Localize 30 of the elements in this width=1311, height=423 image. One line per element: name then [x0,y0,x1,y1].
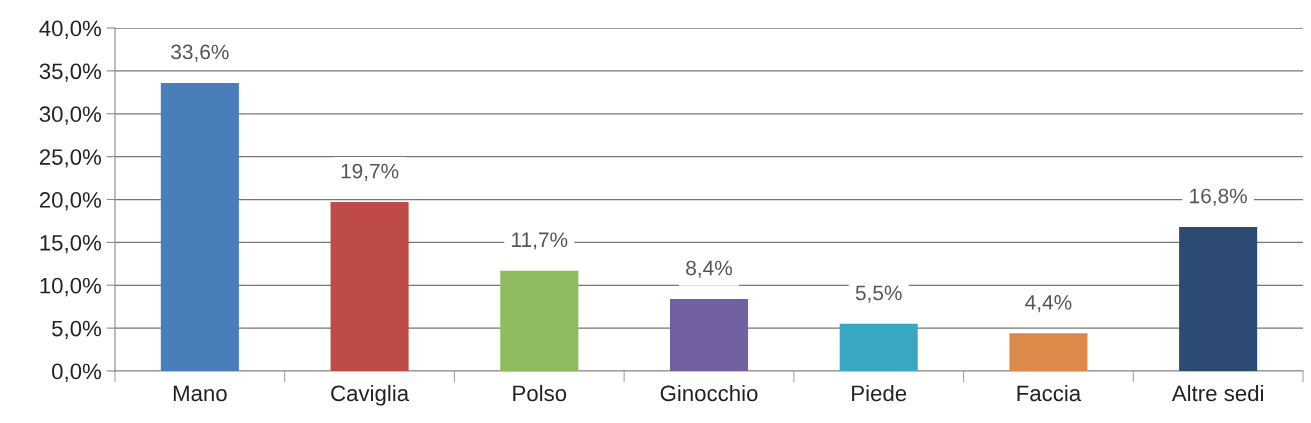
x-tick-label: Piede [852,384,907,402]
data-label: 16,8% [1190,188,1247,206]
bar [1009,333,1088,371]
y-tick-label: 20,0% [39,192,102,211]
y-tick-label: 5,0% [52,320,102,340]
bar [160,82,239,371]
data-label: 33,6% [171,44,229,62]
bar [1179,226,1258,371]
data-label: 19,7% [341,163,399,181]
x-tick-label: Caviglia [331,384,410,406]
bar [669,298,749,371]
y-tick-label: 15,0% [40,234,102,254]
x-tick-label: Faccia [1017,384,1082,402]
data-label: 8,4% [686,260,732,278]
data-label: 11,7% [512,232,568,250]
bar [330,202,409,371]
bar [500,270,579,371]
x-tick-label: Altre sedi [1171,384,1263,402]
data-label: 4,4% [1025,295,1072,313]
x-tick-label: Polso [513,384,567,402]
y-tick-label: 40,0% [39,20,102,39]
y-tick-label: 10,0% [40,277,102,297]
y-tick-label: 30,0% [39,106,102,125]
y-tick-label: 25,0% [39,149,102,168]
y-tick-label: 0,0% [52,363,102,382]
x-tick-label: Mano [173,385,227,402]
data-label: 5,5% [855,285,902,303]
x-tick-label: Ginocchio [660,384,758,402]
y-tick-label: 35,0% [39,63,102,82]
bar [839,323,918,371]
